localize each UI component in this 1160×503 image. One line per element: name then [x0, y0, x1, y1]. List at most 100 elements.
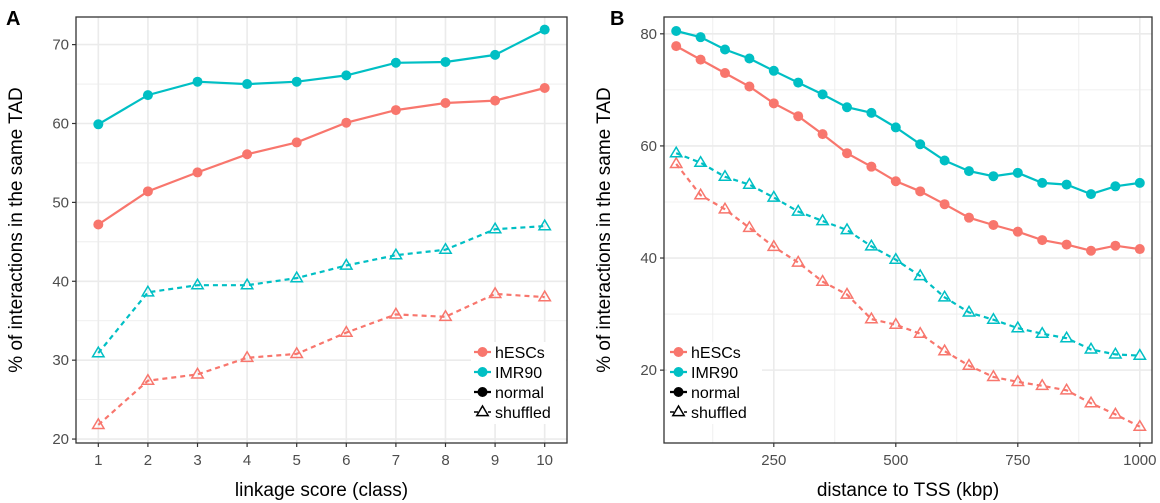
- data-point: [488, 221, 503, 234]
- data-point: [1010, 320, 1025, 333]
- data-point: [717, 201, 733, 214]
- legend-key-imr90: [673, 367, 684, 377]
- data-point: [915, 186, 926, 197]
- legend-label: shuffled: [691, 405, 747, 422]
- data-point: [964, 212, 974, 223]
- data-point: [817, 89, 828, 100]
- data-point: [488, 286, 503, 299]
- series-line-imr90-shuffled: [97, 225, 545, 354]
- data-point: [192, 76, 203, 87]
- data-point: [91, 417, 106, 430]
- legend-background: [667, 342, 762, 424]
- data-point: [1134, 177, 1145, 188]
- data-point: [742, 220, 757, 233]
- data-point: [142, 90, 153, 101]
- data-point: [1061, 179, 1072, 190]
- y-tick-label: 40: [640, 250, 657, 267]
- data-point: [1108, 346, 1123, 359]
- data-point: [717, 169, 733, 182]
- data-point: [289, 346, 304, 359]
- legend: hESCs IMR90 normal shuffled: [471, 342, 566, 424]
- x-axis-title: linkage score (class): [235, 480, 408, 501]
- data-point: [539, 83, 550, 93]
- data-point: [693, 155, 708, 168]
- data-point: [190, 366, 205, 379]
- y-axis-title: % of interactions in the same TAD: [6, 87, 27, 372]
- panel-b: 20 40 60 80 250 500 750 1000 distance to TSS (kb…: [594, 8, 1156, 501]
- x-tick-label: 7: [392, 452, 400, 469]
- data-point: [1086, 245, 1096, 256]
- panel-letter: B: [610, 8, 624, 30]
- data-point: [1035, 326, 1050, 339]
- legend-label: shuffled: [495, 405, 551, 422]
- legend-label: IMR90: [495, 365, 542, 382]
- data-point: [964, 166, 974, 177]
- legend-key-hescs: [477, 347, 488, 357]
- series-line-hescs-shuffled: [97, 292, 545, 426]
- legend-key-imr90: [477, 367, 488, 377]
- data-point: [961, 304, 977, 317]
- legend-background: [471, 342, 566, 424]
- data-point: [1134, 244, 1145, 255]
- data-point: [291, 137, 302, 148]
- x-axis-title: distance to TSS (kbp): [817, 480, 999, 501]
- data-point: [793, 77, 804, 88]
- data-point: [438, 309, 453, 322]
- x-tick-label: 6: [342, 452, 350, 469]
- y-tick-label: 40: [52, 273, 69, 290]
- data-point: [1061, 239, 1072, 250]
- x-tick-label: 1: [94, 452, 102, 469]
- y-tick-label: 70: [52, 37, 69, 54]
- data-point: [440, 56, 451, 67]
- legend-key-shuffled: [475, 404, 490, 417]
- data-point: [768, 98, 779, 109]
- data-point: [1037, 177, 1048, 188]
- y-tick-label: 60: [640, 138, 657, 155]
- data-point: [986, 312, 1001, 325]
- data-point: [888, 252, 903, 265]
- data-point: [1132, 419, 1147, 432]
- y-axis-title: % of interactions in the same TAD: [594, 87, 615, 372]
- data-point: [669, 145, 684, 158]
- data-point: [291, 76, 302, 87]
- panel-letter: A: [6, 8, 20, 30]
- data-point: [839, 222, 855, 235]
- data-point: [1083, 395, 1099, 408]
- data-point: [440, 97, 451, 108]
- data-point: [866, 161, 877, 172]
- data-point: [766, 190, 781, 202]
- data-point: [842, 148, 852, 159]
- data-point: [289, 270, 304, 283]
- data-point: [888, 317, 903, 330]
- data-point: [1037, 235, 1048, 246]
- data-point: [671, 41, 682, 52]
- data-point: [490, 49, 501, 60]
- legend-key-normal: [477, 387, 488, 397]
- data-point: [341, 70, 352, 81]
- y-tick-label: 20: [52, 431, 69, 448]
- data-point: [142, 186, 153, 197]
- legend-label: normal: [691, 385, 740, 402]
- legend-label: hESCs: [495, 345, 545, 362]
- legend-label: IMR90: [691, 365, 738, 382]
- data-point: [695, 32, 706, 43]
- data-point: [192, 167, 203, 178]
- data-point: [1110, 181, 1121, 192]
- data-point: [720, 68, 730, 79]
- data-point: [388, 247, 403, 260]
- x-tick-label: 4: [243, 452, 251, 469]
- data-point: [91, 345, 106, 358]
- data-point: [1010, 374, 1025, 387]
- data-point: [339, 258, 354, 270]
- data-point: [766, 239, 781, 252]
- x-tick-label: 2: [144, 452, 152, 469]
- data-point: [937, 343, 952, 356]
- data-point: [438, 242, 453, 255]
- y-tick-label: 20: [640, 362, 657, 379]
- data-point: [791, 204, 806, 216]
- data-point: [866, 107, 877, 118]
- data-point: [341, 117, 352, 128]
- legend-label: hESCs: [691, 345, 741, 362]
- data-point: [695, 54, 706, 65]
